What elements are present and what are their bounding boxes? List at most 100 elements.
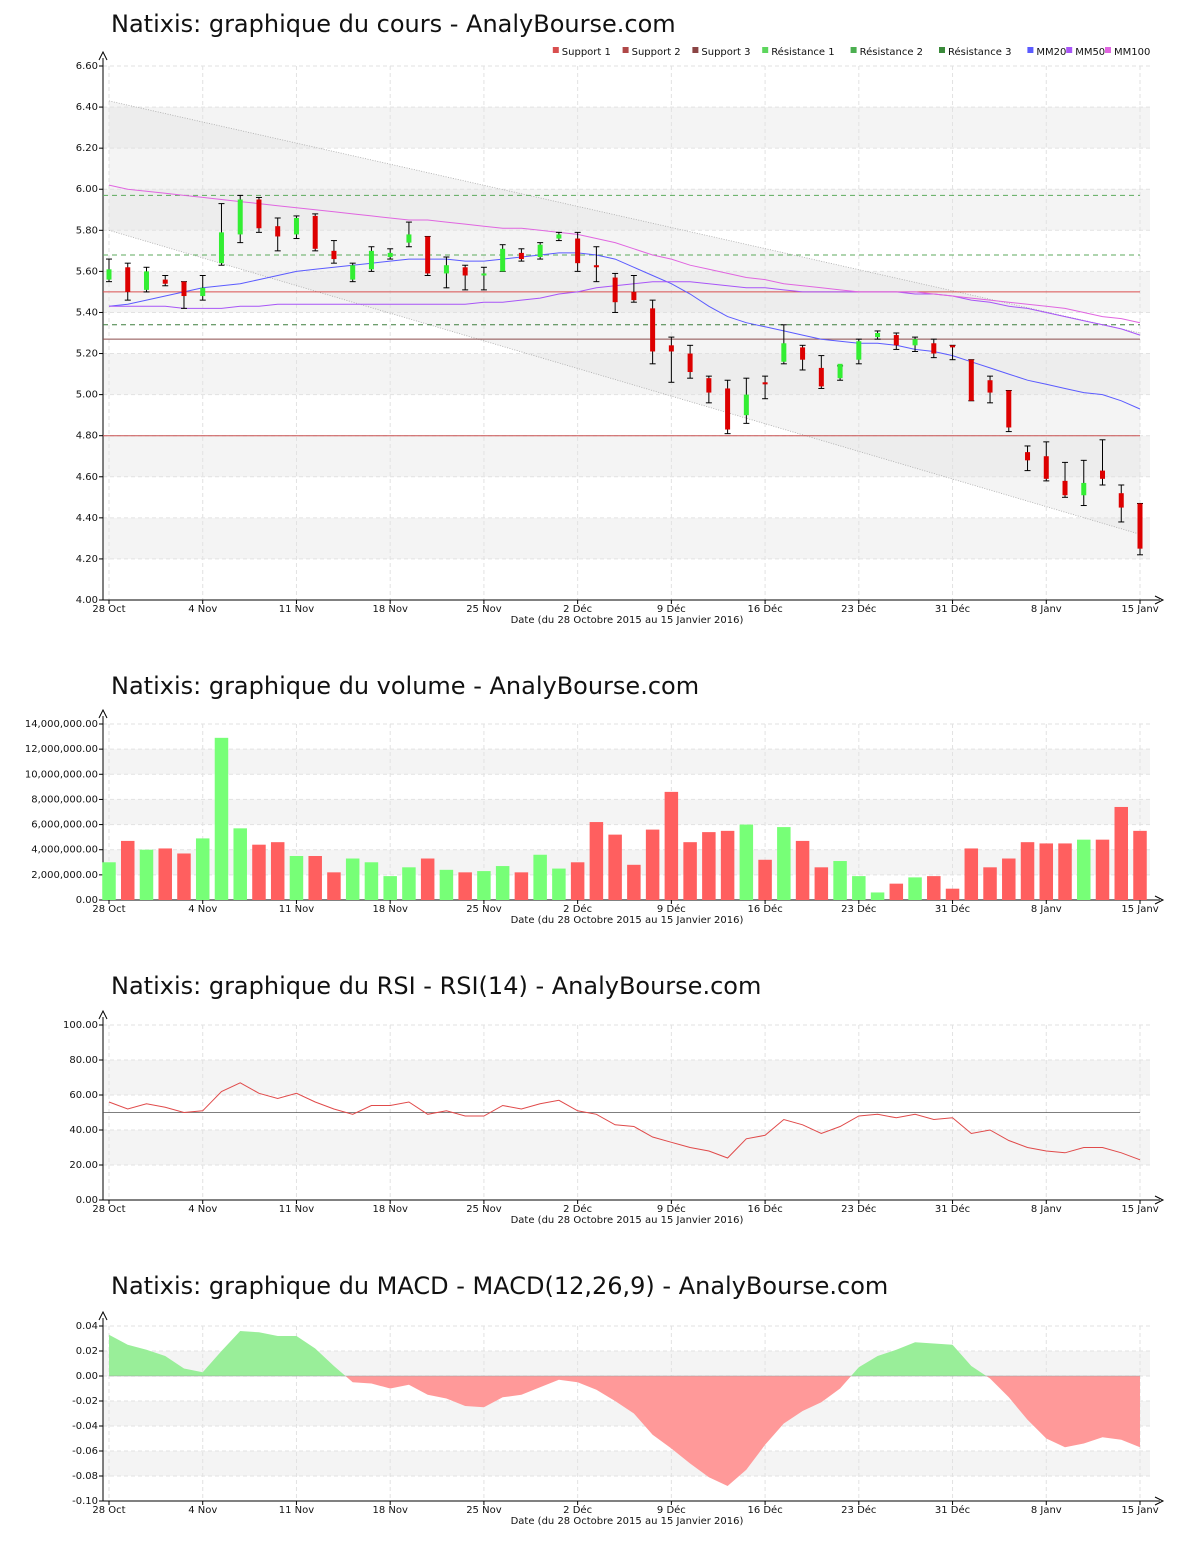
volume-bar — [308, 856, 322, 900]
rsi-x-tick-label: 11 Nov — [279, 1204, 315, 1215]
rsi-grid-band — [103, 1130, 1150, 1165]
volume-x-tick-label: 28 Oct — [92, 904, 125, 915]
candle-body — [256, 199, 262, 229]
macd-positive-area — [851, 1342, 987, 1376]
legend-label: Résistance 1 — [771, 46, 834, 58]
volume-bar — [1095, 839, 1110, 900]
legend-swatch — [1066, 47, 1073, 53]
volume-bar — [327, 872, 341, 900]
macd-y-axis-arrow — [98, 1310, 108, 1321]
candle-body — [687, 353, 693, 373]
rsi-y-tick-label: 80.00 — [69, 1055, 98, 1066]
candle-body — [125, 267, 131, 292]
volume-y-tick-label: 2,000,000.00 — [31, 870, 98, 881]
volume-bar — [177, 853, 191, 900]
legend-label: Résistance 2 — [860, 46, 923, 58]
candle-body — [481, 273, 487, 276]
volume-x-tick-label: 31 Déc — [935, 903, 970, 915]
rsi-y-tick-label: 100.00 — [63, 1020, 98, 1031]
price-x-tick-label: 11 Nov — [279, 604, 315, 615]
price-chart: 4.00 4.20 4.40 4.60 4.80 5.00 5.20 5.40 5.60 5.80… — [76, 46, 1165, 626]
candle-body — [1118, 493, 1124, 508]
volume-bar — [514, 872, 529, 900]
price-x-tick-label: 15 Janv — [1121, 604, 1158, 615]
rsi-y-tick-label: 20.00 — [69, 1160, 98, 1171]
price-x-tick-label: 2 Déc — [563, 603, 592, 615]
volume-bar — [233, 828, 247, 900]
macd-x-tick-label: 9 Déc — [657, 1504, 686, 1516]
rsi-chart: 0.00 20.00 40.00 60.00 80.00 100.00 28 Oct 4 No… — [63, 1009, 1165, 1226]
volume-bar — [552, 868, 566, 900]
legend-label: Support 1 — [562, 47, 611, 58]
volume-chart-title: Natixis: graphique du volume - AnalyBour… — [111, 672, 700, 700]
rsi-x-tick-label: 8 Janv — [1031, 1204, 1062, 1215]
price-y-tick-label: 5.20 — [76, 349, 98, 360]
volume-bar — [908, 877, 922, 900]
macd-y-tick-label: -0.10 — [72, 1496, 98, 1507]
candle-body — [406, 234, 412, 243]
volume-bar — [345, 858, 360, 900]
candle-body — [1081, 482, 1087, 496]
rsi-y-tick-label: 60.00 — [69, 1090, 98, 1101]
price-y-tick-label: 5.40 — [76, 307, 98, 318]
candle-body — [1025, 452, 1031, 461]
price-x-axis-arrow — [1154, 595, 1165, 605]
volume-bar — [270, 842, 285, 900]
volume-x-tick-label: 18 Nov — [372, 904, 408, 915]
rsi-y-tick-label: 40.00 — [69, 1125, 98, 1136]
volume-bar — [533, 854, 547, 900]
legend-swatch — [552, 47, 559, 53]
rsi-x-tick-label: 25 Nov — [466, 1204, 502, 1215]
candle-body — [443, 265, 449, 274]
legend-label: Support 3 — [701, 47, 750, 58]
candle-body — [181, 281, 187, 297]
candle-body — [743, 394, 749, 416]
candle-body — [350, 265, 356, 280]
macd-negative-area — [345, 1376, 852, 1486]
volume-bar — [1020, 842, 1035, 900]
macd-x-tick-label: 16 Déc — [747, 1504, 782, 1516]
rsi-x-tick-label: 16 Déc — [747, 1203, 782, 1215]
legend-label: MM50 — [1075, 47, 1105, 58]
candle-body — [612, 277, 618, 303]
legend-swatch — [762, 47, 769, 53]
macd-x-tick-label: 23 Déc — [841, 1504, 876, 1516]
rsi-x-axis-arrow — [1154, 1195, 1165, 1205]
macd-x-tick-label: 18 Nov — [372, 1505, 408, 1516]
volume-bar — [1039, 843, 1054, 900]
volume-bar — [364, 862, 379, 900]
candle-body — [1100, 470, 1106, 479]
legend-swatch — [1027, 47, 1034, 53]
volume-bar — [402, 867, 416, 900]
candle-body — [818, 367, 824, 387]
candle-body — [425, 236, 431, 274]
volume-x-tick-label: 4 Nov — [188, 904, 217, 915]
price-y-tick-label: 5.80 — [76, 225, 98, 236]
candle-body — [668, 345, 674, 352]
volume-bar — [1133, 830, 1147, 900]
volume-bar — [945, 888, 960, 900]
candle-body — [368, 250, 374, 270]
volume-bar — [495, 866, 510, 900]
volume-bar — [589, 822, 604, 900]
macd-y-tick-label: -0.06 — [72, 1446, 98, 1457]
macd-x-tick-label: 8 Janv — [1031, 1505, 1062, 1516]
candle-body — [781, 343, 787, 362]
price-x-tick-label: 16 Déc — [747, 603, 782, 615]
macd-x-axis-title: Date (du 28 Octobre 2015 au 15 Janvier 2… — [511, 1516, 744, 1527]
price-y-tick-label: 4.40 — [76, 513, 98, 524]
price-y-tick-label: 4.00 — [76, 595, 98, 606]
price-x-tick-label: 31 Déc — [935, 603, 970, 615]
macd-grid-band — [103, 1451, 1150, 1476]
mm20-line — [108, 252, 1141, 410]
volume-bar — [383, 876, 397, 900]
volume-bar — [570, 862, 585, 900]
candle-body — [725, 388, 731, 430]
volume-x-tick-label: 16 Déc — [747, 903, 782, 915]
rsi-x-axis-title: Date (du 28 Octobre 2015 au 15 Janvier 2… — [511, 1215, 744, 1226]
volume-bar — [758, 859, 772, 900]
rsi-x-tick-label: 23 Déc — [841, 1203, 876, 1215]
candle-body — [462, 267, 468, 276]
price-y-tick-label: 5.60 — [76, 266, 98, 277]
candle-body — [387, 252, 393, 258]
